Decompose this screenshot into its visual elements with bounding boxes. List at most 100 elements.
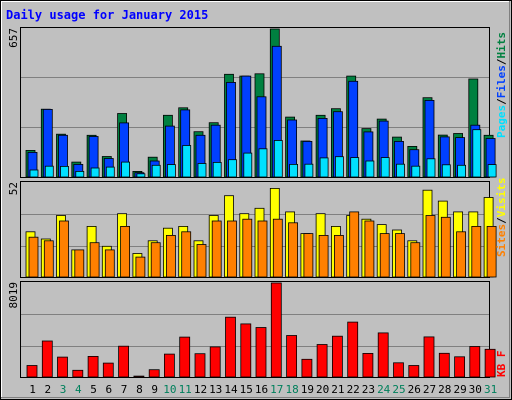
- bar-kbytes-day-7: [118, 345, 129, 378]
- bar-kbytes-day-17: [270, 282, 282, 378]
- bar-kbytes-day-24: [377, 332, 389, 378]
- bar-sites-day-1: [28, 236, 39, 278]
- bar-kbytes-day-21: [331, 335, 343, 378]
- bar-pages-day-7: [121, 161, 130, 178]
- chart-title: Daily usage for January 2015: [6, 8, 208, 22]
- x-tick-label-day-5: 5: [90, 383, 97, 396]
- bar-sites-day-7: [120, 225, 130, 278]
- panel-kbytes-frame: [20, 281, 490, 378]
- bar-pages-day-18: [289, 163, 299, 178]
- bar-kbytes-day-5: [87, 355, 99, 378]
- bar-kbytes-day-25: [393, 362, 404, 378]
- x-tick-label-day-16: 16: [255, 383, 268, 396]
- x-tick-label-day-7: 7: [121, 383, 128, 396]
- bar-pages-day-28: [441, 164, 451, 178]
- x-tick-label-day-14: 14: [224, 383, 238, 396]
- bar-sites-day-8: [135, 256, 146, 278]
- bar-kbytes-day-26: [408, 365, 420, 378]
- bar-sites-day-20: [318, 234, 329, 278]
- x-tick-label-day-17: 17: [270, 383, 283, 396]
- bar-kbytes-day-14: [225, 316, 236, 378]
- legend-sep-3: /: [495, 217, 508, 224]
- legend-files: Files: [495, 65, 508, 98]
- bar-sites-day-6: [104, 249, 115, 278]
- bar-sites-day-15: [242, 218, 253, 278]
- bar-kbytes-day-22: [347, 321, 359, 378]
- x-tick-label-day-4: 4: [75, 383, 82, 396]
- ymax-hits-label: 657: [7, 28, 20, 48]
- bar-pages-day-24: [380, 157, 390, 178]
- bar-sites-day-17: [272, 218, 283, 278]
- bar-sites-day-19: [303, 233, 314, 278]
- x-tick-label-day-11: 11: [179, 383, 192, 396]
- bar-sites-day-10: [165, 234, 176, 278]
- x-tick-label-day-22: 22: [347, 383, 360, 396]
- x-tick-label-day-1: 1: [29, 383, 36, 396]
- x-tick-label-day-24: 24: [377, 383, 391, 396]
- bar-pages-day-5: [90, 167, 100, 178]
- bar-pages-day-31: [487, 164, 497, 178]
- bar-sites-day-30: [471, 225, 482, 278]
- bar-kbytes-day-3: [57, 356, 68, 378]
- bar-kbytes-day-15: [240, 323, 252, 378]
- bar-sites-day-3: [59, 220, 69, 278]
- x-tick-label-day-3: 3: [60, 383, 67, 396]
- x-tick-label-day-8: 8: [136, 383, 143, 396]
- bar-sites-day-14: [227, 220, 237, 278]
- x-tick-label-day-2: 2: [44, 383, 51, 396]
- legend-visits: Visits: [495, 178, 508, 218]
- bar-sites-day-5: [89, 242, 100, 278]
- bar-pages-day-20: [319, 157, 329, 178]
- x-tick-label-day-19: 19: [301, 383, 314, 396]
- bar-sites-day-26: [410, 242, 421, 278]
- bar-kbytes-day-19: [301, 358, 313, 378]
- bar-sites-day-22: [349, 211, 360, 278]
- legend-kbytes: KB F: [495, 351, 508, 378]
- bar-kbytes-day-13: [209, 346, 221, 378]
- x-tick-label-day-6: 6: [105, 383, 112, 396]
- bar-kbytes-day-30: [469, 346, 481, 378]
- x-tick-label-day-21: 21: [331, 383, 344, 396]
- bar-pages-day-2: [44, 165, 54, 178]
- bar-kbytes-day-4: [72, 369, 84, 378]
- legend-pages: Pages: [495, 105, 508, 138]
- bar-pages-day-6: [105, 166, 115, 178]
- bar-sites-day-2: [43, 240, 54, 278]
- bar-sites-day-4: [74, 249, 85, 278]
- bar-pages-day-15: [243, 152, 253, 178]
- bar-pages-day-30: [472, 129, 482, 178]
- bar-sites-day-12: [196, 244, 207, 278]
- bar-pages-day-29: [457, 164, 467, 178]
- x-tick-label-day-20: 20: [316, 383, 329, 396]
- bar-kbytes-day-31: [484, 348, 496, 378]
- bar-sites-day-29: [456, 231, 467, 278]
- bar-pages-day-27: [426, 158, 436, 178]
- x-tick-label-day-25: 25: [392, 383, 405, 396]
- x-tick-label-day-30: 30: [469, 383, 482, 396]
- x-tick-label-day-31: 31: [484, 383, 497, 396]
- bar-kbytes-day-9: [148, 369, 160, 378]
- bar-kbytes-day-16: [255, 327, 267, 378]
- bar-kbytes-day-6: [102, 362, 114, 378]
- bar-pages-day-26: [411, 165, 421, 178]
- bar-sites-day-27: [425, 215, 436, 278]
- bar-kbytes-day-28: [438, 352, 450, 378]
- legend-sites-visits: Sites/Visits: [495, 178, 508, 258]
- bar-kbytes-day-23: [362, 352, 374, 378]
- bar-pages-day-11: [182, 145, 192, 178]
- bar-pages-day-3: [60, 165, 69, 178]
- bar-kbytes-day-20: [316, 344, 328, 378]
- bar-pages-day-19: [304, 163, 314, 178]
- bar-kbytes-day-29: [454, 356, 466, 378]
- bar-sites-day-13: [211, 220, 222, 278]
- x-tick-label-day-13: 13: [209, 383, 222, 396]
- bar-sites-day-25: [395, 233, 405, 278]
- x-tick-label-day-10: 10: [163, 383, 176, 396]
- bar-kbytes-day-1: [26, 365, 38, 378]
- bar-sites-day-28: [440, 216, 451, 278]
- bar-kbytes-day-8: [133, 375, 145, 378]
- x-tick-label-day-12: 12: [194, 383, 207, 396]
- bar-sites-day-31: [486, 225, 497, 278]
- bar-pages-day-16: [258, 148, 268, 178]
